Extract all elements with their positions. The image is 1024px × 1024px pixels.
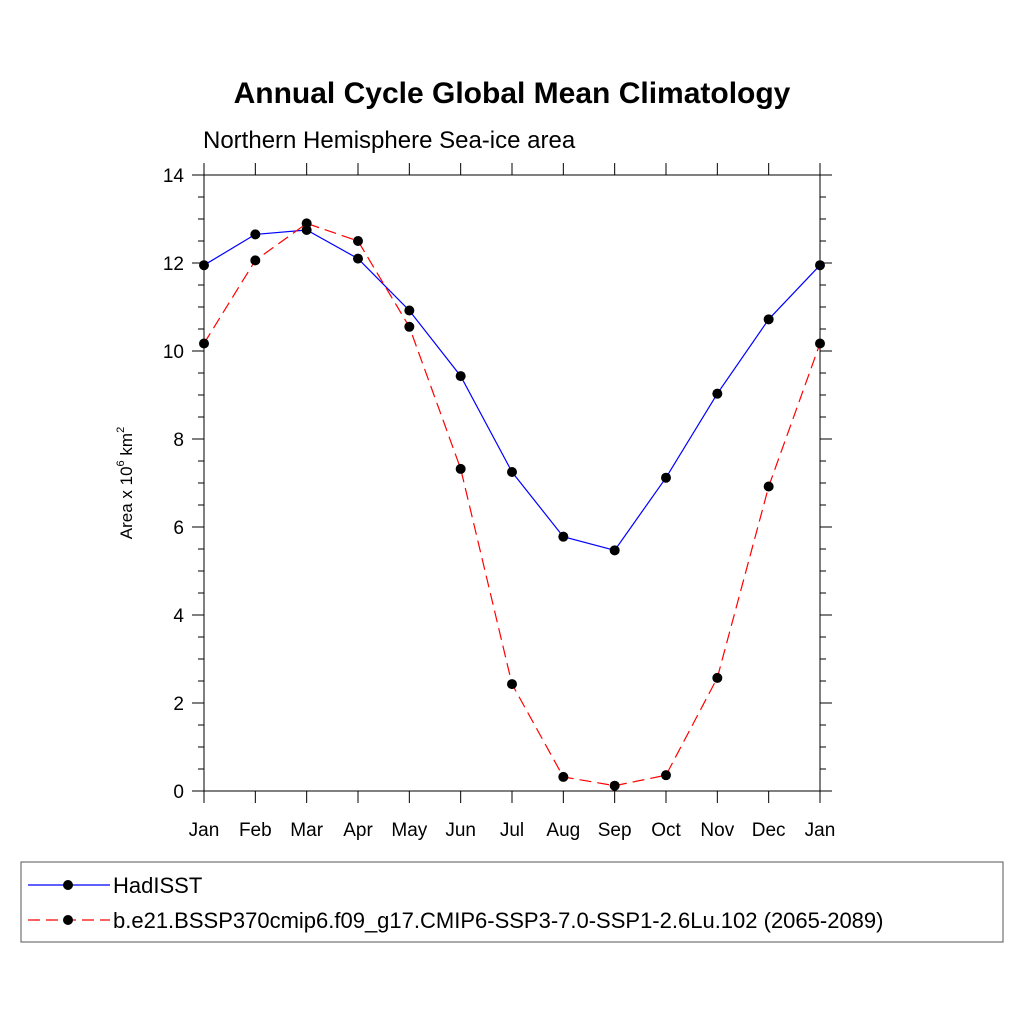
y-tick-label: 4: [173, 606, 184, 627]
series-0-point: [404, 305, 415, 316]
y-tick-label: 6: [173, 518, 184, 539]
legend: HadISST b.e21.BSSP370cmip6.f09_g17.CMIP6-…: [20, 861, 1004, 943]
x-tick-label: Nov: [700, 820, 734, 841]
y-tick-label: 14: [163, 166, 185, 187]
y-axis-label-unit: km: [117, 433, 136, 460]
series-1-point: [609, 780, 620, 791]
series-1-point: [661, 770, 671, 781]
legend-label-1: b.e21.BSSP370cmip6.f09_g17.CMIP6-SSP3-7.…: [113, 908, 883, 933]
series-0-point: [558, 531, 569, 542]
series-1-point: [301, 218, 312, 229]
x-tick-label: May: [391, 820, 427, 841]
series-0-point: [609, 545, 620, 556]
legend-box: [20, 861, 1004, 943]
series-1-point: [353, 236, 363, 246]
series-1-point: [507, 679, 517, 690]
x-tick-label: Jan: [189, 820, 220, 841]
x-tick-label: Jan: [805, 820, 836, 841]
y-tick-label: 8: [173, 430, 184, 451]
legend-marker-0: [63, 880, 73, 890]
series-0-point: [250, 229, 261, 240]
x-tick-label: Jun: [445, 820, 476, 841]
series-line-0: [203, 229, 821, 551]
y-axis-label-main: Area x 10: [117, 466, 136, 539]
y-tick-label: 2: [173, 694, 184, 715]
series-0-point: [353, 253, 363, 264]
series-1-point: [712, 672, 723, 683]
series-layer: [199, 218, 825, 791]
series-0-point: [455, 371, 466, 382]
y-axis-label-unit-exp: 2: [115, 427, 127, 433]
series-1-point: [404, 321, 415, 332]
y-axis-label: Area x 106 km2: [115, 427, 136, 539]
series-0-point: [507, 467, 517, 477]
x-tick-label: Sep: [598, 820, 632, 841]
y-tick-label: 10: [163, 342, 184, 363]
x-tick-label: Jul: [500, 820, 524, 841]
chart-title: Annual Cycle Global Mean Climatology: [234, 77, 791, 110]
y-tick-label: 12: [163, 254, 184, 275]
chart-subtitle: Northern Hemisphere Sea-ice area: [203, 127, 576, 154]
series-0-point: [763, 314, 774, 325]
series-1-point: [763, 481, 774, 492]
series-0-point: [712, 388, 723, 399]
x-tick-label: Feb: [239, 820, 272, 841]
x-tick-label: Oct: [651, 820, 681, 841]
plot-frame: [203, 174, 821, 792]
x-tick-label: Apr: [343, 820, 373, 841]
x-tick-label: Mar: [290, 820, 323, 841]
y-tick-label: 0: [173, 782, 184, 803]
series-1-point: [558, 771, 569, 782]
legend-marker-1: [63, 915, 73, 925]
series-0-point: [661, 472, 671, 483]
x-tick-label: Aug: [546, 820, 580, 841]
series-1-point: [250, 255, 261, 266]
y-axis-label-exp: 6: [115, 460, 127, 466]
series-1-point: [455, 463, 466, 474]
legend-label-0: HadISST: [113, 873, 202, 898]
x-tick-label: Dec: [752, 820, 786, 841]
axis-ticks: 0 2 4 6 8 10 12 14 Jan Feb Mar Apr May Jun Jul Aug Sep Oc…: [163, 163, 835, 841]
series-line-1: [203, 222, 821, 787]
